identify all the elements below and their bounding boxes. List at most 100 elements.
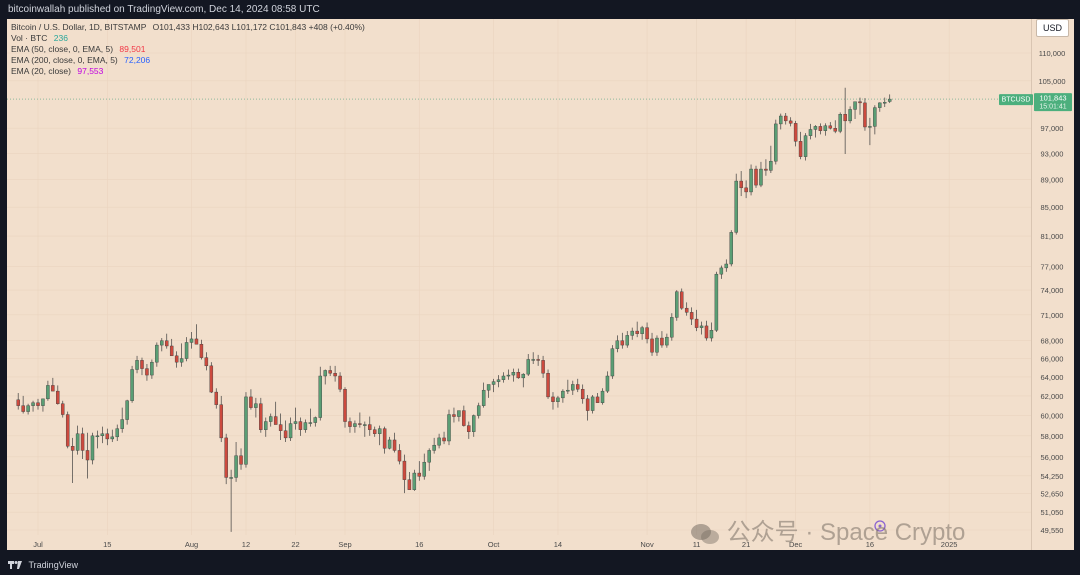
candle xyxy=(595,393,600,403)
candle xyxy=(655,335,659,356)
candle-body xyxy=(184,342,189,359)
candle xyxy=(199,339,204,360)
candle-body xyxy=(328,370,332,374)
candle-body xyxy=(36,402,40,406)
candle xyxy=(476,402,481,419)
candle xyxy=(298,417,303,436)
chart-legend: Bitcoin / U.S. Dollar, 1D, BITSTAMP O101… xyxy=(11,22,365,77)
candle-body xyxy=(70,446,75,451)
candle xyxy=(437,433,441,449)
go-to-realtime-icon[interactable] xyxy=(874,520,886,532)
candle xyxy=(580,384,585,404)
legend-row-ema20[interactable]: EMA (20, close) 97,553 xyxy=(11,66,365,77)
time-tick-label: 12 xyxy=(242,540,250,549)
candle xyxy=(793,120,798,147)
candle xyxy=(566,379,570,395)
candle xyxy=(551,392,555,410)
candle xyxy=(343,387,347,428)
candle-body xyxy=(576,384,580,390)
legend-value: 236 xyxy=(53,33,68,43)
candle-body xyxy=(476,405,481,416)
candles xyxy=(16,87,892,532)
candle-body xyxy=(803,135,808,157)
candle xyxy=(338,372,342,393)
time-tick-label: 21 xyxy=(742,540,750,549)
candle xyxy=(110,429,115,443)
candle xyxy=(229,469,233,532)
candle xyxy=(254,397,258,418)
candle xyxy=(278,413,283,440)
candle xyxy=(714,271,719,332)
candle xyxy=(828,122,833,130)
candle xyxy=(833,120,837,134)
candle-body xyxy=(90,435,95,461)
candle-body xyxy=(556,397,560,402)
candle-body xyxy=(467,425,471,432)
candle-body xyxy=(174,355,179,363)
candle xyxy=(397,444,402,465)
candle xyxy=(130,365,134,403)
candle-body xyxy=(481,389,486,406)
candle xyxy=(21,395,25,414)
candle xyxy=(615,335,620,353)
candle-body xyxy=(798,141,803,157)
candle xyxy=(531,352,535,364)
price-tick-label: 58,000 xyxy=(1041,432,1064,441)
candle xyxy=(377,425,382,446)
time-tick-label: Aug xyxy=(185,540,198,549)
candle xyxy=(402,454,407,494)
candle xyxy=(244,392,248,468)
candle xyxy=(754,165,758,188)
candle xyxy=(883,97,887,108)
candle-body xyxy=(729,232,733,265)
currency-button[interactable]: USD xyxy=(1036,19,1069,37)
time-tick-label: Dec xyxy=(789,540,803,549)
time-tick-label: 14 xyxy=(554,540,562,549)
price-tick-label: 110,000 xyxy=(1039,49,1066,58)
candle-body xyxy=(323,370,327,377)
price-tick-label: 81,000 xyxy=(1041,232,1064,241)
candle xyxy=(115,424,119,441)
candle xyxy=(650,332,654,356)
candle-body xyxy=(412,472,417,490)
legend-label: EMA (200, close, 0, EMA, 5) xyxy=(11,55,118,65)
candle-body xyxy=(194,338,199,345)
candle-body xyxy=(610,348,615,377)
candle-body xyxy=(387,439,392,449)
candle-body xyxy=(219,404,223,439)
price-tick-label: 64,000 xyxy=(1041,373,1064,382)
candle xyxy=(80,427,85,459)
grid xyxy=(7,19,1031,535)
wechat-icon xyxy=(691,523,719,544)
candle xyxy=(105,428,110,446)
legend-symbol-row[interactable]: Bitcoin / U.S. Dollar, 1D, BITSTAMP O101… xyxy=(11,22,365,33)
candle-body xyxy=(65,414,70,447)
candle-body xyxy=(61,403,65,415)
candle-body xyxy=(501,375,506,380)
candle xyxy=(283,420,288,443)
candle-body xyxy=(120,419,124,429)
candle xyxy=(734,173,738,235)
price-tick-label: 89,000 xyxy=(1041,176,1064,185)
candle-body xyxy=(427,450,431,463)
legend-row-ema200[interactable]: EMA (200, close, 0, EMA, 5) 72,206 xyxy=(11,55,365,66)
legend-row-ema50[interactable]: EMA (50, close, 0, EMA, 5) 89,501 xyxy=(11,44,365,55)
candle-body xyxy=(516,372,521,379)
candle xyxy=(481,382,486,408)
candle-body xyxy=(224,437,228,478)
candle-body xyxy=(734,180,738,233)
candle-body xyxy=(209,365,214,393)
candle-body xyxy=(437,437,441,446)
candle xyxy=(120,407,124,433)
candle-body xyxy=(719,267,724,275)
candle xyxy=(95,430,100,449)
candle xyxy=(56,385,60,405)
candle-body xyxy=(744,187,748,193)
candle-body xyxy=(462,410,466,426)
candle-body xyxy=(694,318,699,328)
candle-body xyxy=(382,428,387,449)
legend-row-volume[interactable]: Vol · BTC 236 xyxy=(11,33,365,44)
candle xyxy=(808,123,813,140)
candle xyxy=(506,369,511,380)
candle xyxy=(417,461,422,481)
